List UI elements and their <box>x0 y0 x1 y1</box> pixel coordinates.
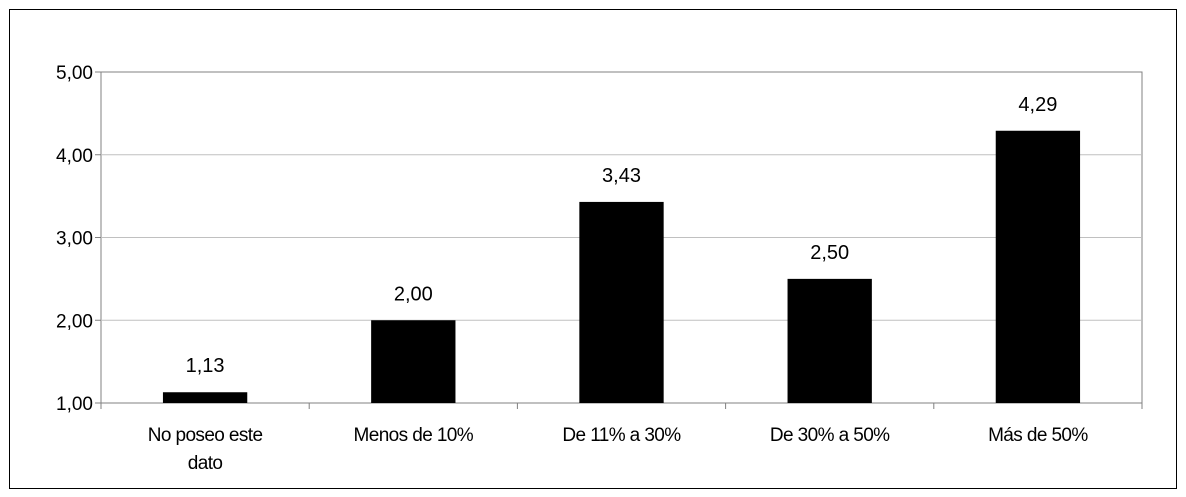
category-label: dato <box>188 453 223 474</box>
bar <box>579 201 664 403</box>
y-tick-label: 4,00 <box>56 146 93 167</box>
data-label: 1,13 <box>186 355 225 377</box>
category-label: Menos de 10% <box>354 425 474 446</box>
data-label: 2,00 <box>394 283 433 305</box>
category-label: Más de 50% <box>988 425 1088 446</box>
y-tick-label: 2,00 <box>56 311 93 332</box>
y-tick-label: 1,00 <box>56 394 93 415</box>
data-label: 4,29 <box>1018 94 1057 116</box>
bar <box>162 392 248 403</box>
category-label: De 11% a 30% <box>562 425 681 446</box>
category-label: De 30% a 50% <box>770 425 890 446</box>
bar <box>995 130 1081 403</box>
bar <box>371 320 456 403</box>
data-label: 3,43 <box>602 165 641 187</box>
bar <box>787 278 872 403</box>
category-label: No poseo este <box>148 425 263 446</box>
data-label: 2,50 <box>810 242 849 264</box>
y-tick-label: 3,00 <box>56 229 93 250</box>
y-tick-label: 5,00 <box>56 63 93 84</box>
